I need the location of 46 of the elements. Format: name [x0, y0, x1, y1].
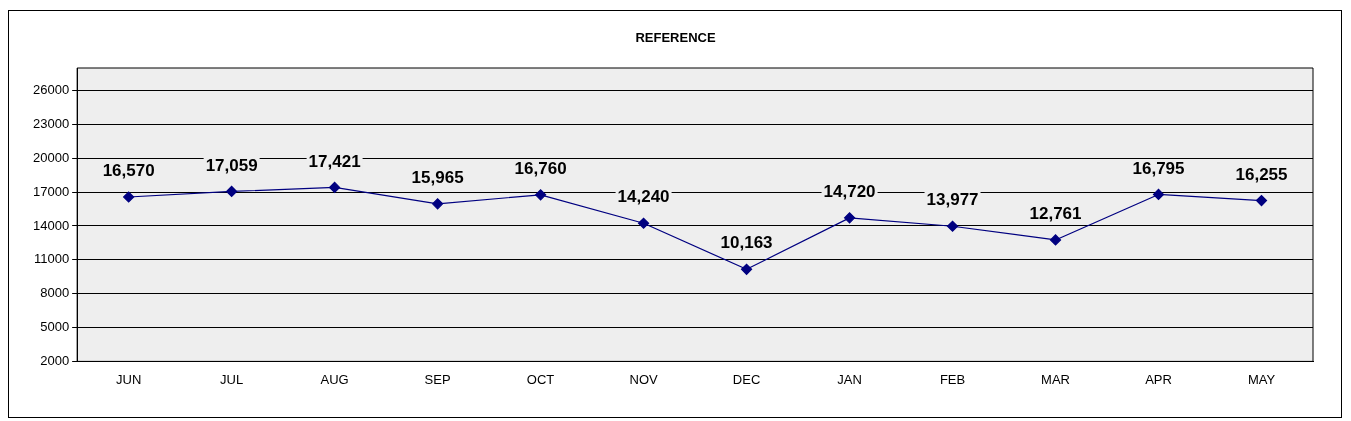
- y-tick-label: 8000: [40, 285, 70, 301]
- y-tick-label: 2000: [40, 352, 70, 368]
- data-label: 14,240: [617, 187, 670, 207]
- point: [534, 189, 547, 201]
- y-tick-label: 17000: [32, 183, 70, 199]
- data-label: 16,570: [102, 161, 155, 181]
- x-tick-label: MAR: [1041, 371, 1070, 387]
- x-tick-label: DEC: [732, 371, 761, 387]
- point: [843, 212, 856, 224]
- point: [1152, 188, 1165, 201]
- y-tick-label: 14000: [32, 217, 70, 233]
- x-tick-label: JAN: [837, 371, 862, 387]
- data-label: 17,421: [308, 151, 361, 171]
- x-tick-label: FEB: [939, 371, 966, 387]
- data-label: 16,795: [1132, 158, 1185, 178]
- data-label: 14,720: [823, 182, 876, 202]
- point: [1255, 194, 1268, 207]
- x-tick-label: MAY: [1247, 371, 1276, 387]
- x-tick-label: AUG: [320, 371, 349, 387]
- point: [226, 185, 238, 198]
- point: [740, 263, 753, 275]
- x-tick-label: NOV: [629, 371, 658, 387]
- data-label: 15,965: [411, 168, 464, 187]
- point: [123, 191, 135, 203]
- y-tick-label: 20000: [32, 149, 70, 165]
- x-tick-label: JUN: [116, 371, 142, 387]
- data-label: 10,163: [720, 233, 773, 253]
- x-tick-label: JUL: [220, 371, 244, 387]
- chart-title: REFERENCE: [634, 30, 717, 45]
- y-tick-label: 26000: [32, 82, 70, 98]
- point: [432, 198, 444, 210]
- data-label: 12,761: [1029, 204, 1082, 224]
- point: [637, 217, 650, 229]
- point: [1049, 234, 1062, 246]
- point: [946, 220, 959, 232]
- x-tick-label: OCT: [526, 371, 555, 387]
- y-tick-label: 11000: [33, 251, 70, 267]
- y-tick-label: 5000: [40, 319, 70, 335]
- data-label: 13,977: [926, 190, 979, 210]
- data-label: 16,760: [514, 159, 567, 179]
- x-tick-label: APR: [1145, 371, 1172, 387]
- data-label: 17,059: [205, 155, 258, 175]
- x-tick-label: SEP: [424, 371, 451, 387]
- point: [329, 181, 341, 193]
- data-label: 16,255: [1235, 164, 1288, 184]
- y-tick-label: 23000: [32, 116, 70, 131]
